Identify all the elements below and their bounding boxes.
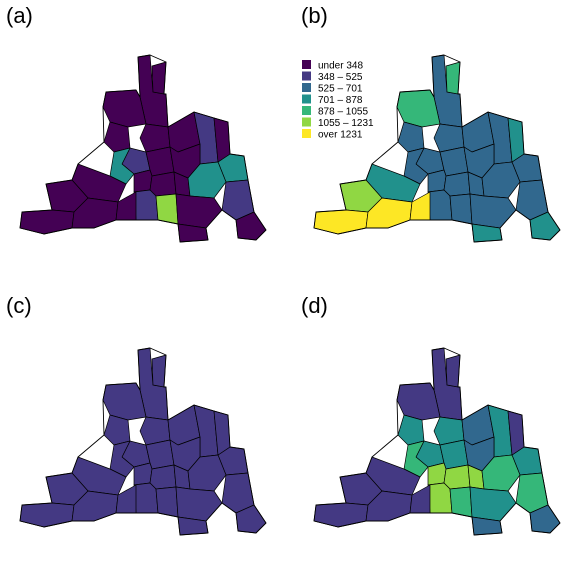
map-a-tract [103,121,131,153]
panel-c: (c) [6,293,267,536]
map-c-tract [103,414,131,446]
map-b-tract [427,189,453,221]
map-a [19,54,267,243]
map-d-tract [443,464,471,490]
map-c [19,347,267,536]
legend-item: 1055 – 1231 [302,117,374,129]
legend-item: 701 – 878 [302,94,363,106]
map-c-tract [175,486,223,522]
legend-swatch [302,129,311,138]
map-a-tract [155,193,179,225]
legend-item: under 348 [302,60,363,72]
map-b-tract [443,171,471,197]
map-c-tract [133,482,159,514]
map-a-boundary [19,54,267,243]
panel-c-label: (c) [6,293,32,318]
map-a-tract [175,193,223,229]
legend-label: 1055 – 1231 [318,118,374,129]
legend-item: 348 – 525 [302,71,363,83]
map-b-tract [469,193,517,229]
legend-label: over 1231 [318,130,363,141]
map-c-boundary [19,347,267,536]
legend-item: over 1231 [302,129,363,141]
map-d-tract [469,486,517,522]
map-c-tract [149,464,177,490]
map-a-tract [149,171,177,197]
panel-d: (d) [301,293,561,536]
panel-a-label: (a) [6,3,33,28]
legend-item: 525 – 701 [302,83,363,95]
map-b-tract [427,169,447,193]
map-b-tract [449,193,473,225]
map-b-boundary [313,54,561,243]
panel-b-label: (b) [301,3,328,28]
legend-label: 701 – 878 [318,95,363,106]
map-d-tract [449,486,473,518]
legend-swatch [302,94,311,104]
map-b [313,54,561,243]
map-a-tract [133,189,159,221]
map-b-tract [397,121,425,153]
legend-swatch [302,83,311,92]
legend-item: 878 – 1055 [302,106,368,118]
panel-a: (a) [6,3,267,243]
legend-swatch [302,106,311,115]
legend-label: under 348 [318,61,363,72]
map-c-tract [155,486,179,518]
map-c-tract [133,462,153,486]
map-d [313,347,561,536]
legend-swatch [302,117,311,127]
legend-swatch [302,60,311,69]
legend-swatch [302,71,311,81]
map-d-tract [397,414,425,446]
panel-d-label: (d) [301,293,328,318]
map-d-tract [427,462,447,486]
map-d-boundary [313,347,561,536]
map-d-tract [427,482,453,514]
legend-label: 525 – 701 [318,84,363,95]
legend-label: 878 – 1055 [318,107,368,118]
map-a-tract [133,169,153,193]
legend-label: 348 – 525 [318,72,363,83]
